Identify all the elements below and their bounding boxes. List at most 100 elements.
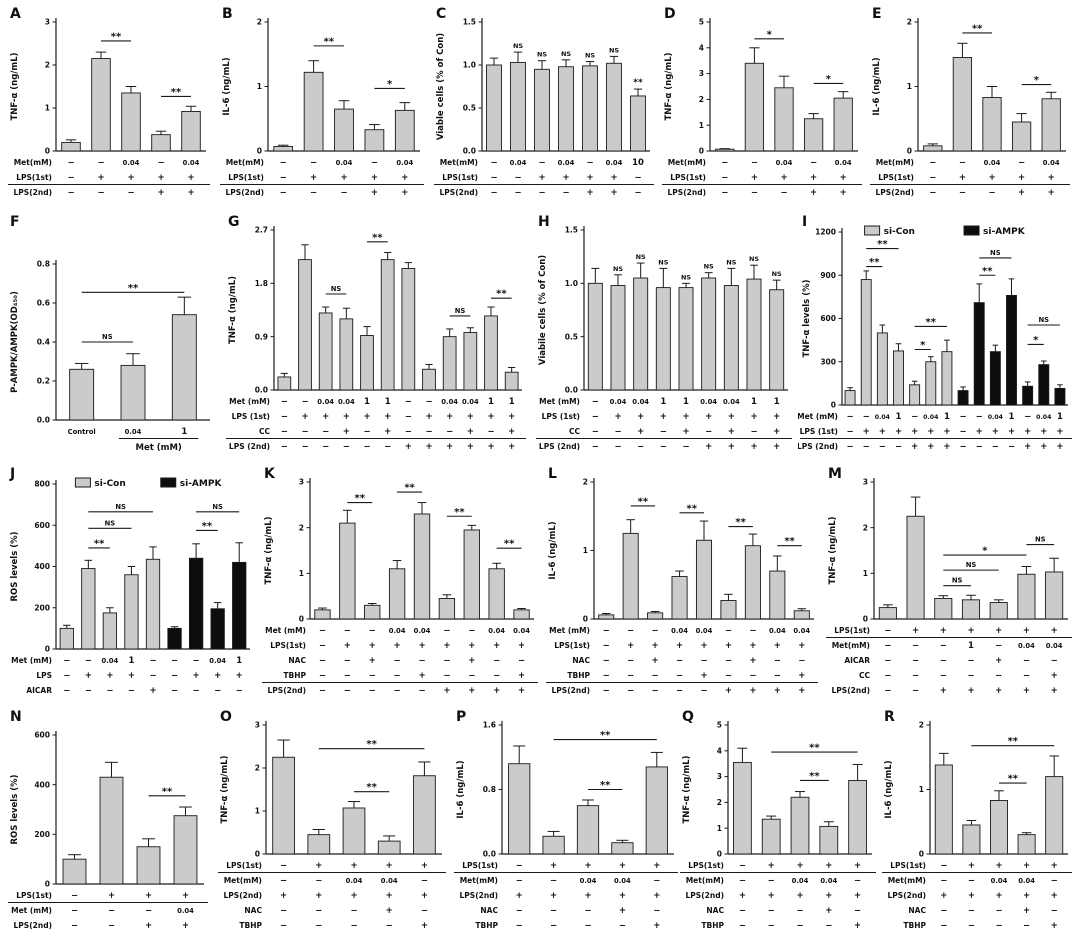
row-value: − [421,906,428,916]
panel-letter: Q [682,709,694,725]
bar [342,807,366,855]
row-value: + [1023,891,1030,901]
row-value: + [386,906,393,916]
row-value: − [67,188,74,198]
row-value: + [700,641,707,651]
row-value: − [863,442,870,452]
panel-E-chart: EIL-6 (ng/mL)012***Met(mM) − −0.04−0.04LPS… [870,6,1070,198]
row-value: − [490,173,497,183]
sig-label: ** [972,23,983,34]
row-value: + [1008,427,1015,437]
row-value: + [1056,427,1063,437]
row-value: − [634,173,641,183]
row-value: + [705,442,712,452]
row-value: − [929,188,936,198]
row-value: + [550,891,557,901]
row-label: Met(mM) [888,876,926,885]
row-value: − [171,671,178,681]
bar [314,609,331,620]
bar [339,522,356,620]
panel-letter: D [664,6,676,22]
row-value: + [405,442,412,452]
row-value: − [108,921,115,931]
row-value: − [603,671,610,681]
row-value: − [315,921,322,931]
row-value: + [1051,891,1058,901]
panel-F-chart: F P-AMPK/AMPK(OD₄₅₀) 0.0 0.2 0.4 0.6 0.8 NS ** Co… [10,214,210,453]
row-value: 0.04 [792,877,809,885]
row-value: + [1051,671,1058,681]
row-value: + [369,656,376,666]
row-value: − [550,906,557,916]
row-value: + [562,173,569,183]
y-axis-label: TNF-α (ng/mL) [682,755,692,823]
bar [486,64,502,152]
row-value: 1 [1009,412,1015,422]
row-value: − [912,656,919,666]
row-value: − [418,656,425,666]
row-value: − [929,158,936,168]
row-value: − [627,626,634,636]
row-value: − [363,427,370,437]
row-value: − [281,427,288,437]
panel-letter: A [10,6,21,22]
row-value: + [149,686,156,696]
row-value: + [468,686,475,696]
bar [582,65,598,152]
row-value: 0.04 [984,159,1001,167]
row-value: 0.04 [875,414,891,421]
row-label: LPS (2nd) [798,442,838,451]
row-label: LPS(1st) [228,173,264,182]
sig-label: NS [1035,536,1046,544]
row-value: − [386,921,393,931]
bar [303,71,324,152]
panel-letter: O [220,709,232,725]
panel-R-chart: R IL-6 (ng/mL) 0 1 2 ** ** LPS(1st) − + + + + Met(mM)… [882,709,1072,931]
y-tick-label: 1 [299,569,304,578]
row-value: + [798,641,805,651]
y-tick-label: 0.9 [255,332,268,341]
sig-label: ** [454,507,465,518]
bar [1041,98,1061,152]
row-value: − [912,641,919,651]
row-value: + [85,671,92,681]
row-value: − [721,188,728,198]
row-value: − [634,188,641,198]
row-value: − [721,173,728,183]
row-value: − [768,921,775,931]
row-value: − [280,188,287,198]
row-value: − [384,442,391,452]
row-value: − [1023,656,1030,666]
bar [610,285,626,391]
row-value: + [310,173,317,183]
row-label: CC [569,427,581,436]
y-axis-label: Viable cells (% of Con) [436,33,446,140]
row-value: + [995,891,1002,901]
y-tick-label: 0.5 [565,332,578,341]
y-tick-label: 2 [299,523,304,532]
bar-annotation: NS [513,42,523,50]
bar [173,815,198,885]
row-label: LPS(2nd) [14,921,52,930]
row-value: − [884,686,891,696]
bar [277,376,292,391]
row-value: + [943,442,950,452]
row-value: − [85,656,92,666]
row-value: + [995,626,1002,636]
row-value: − [847,442,854,452]
row-value: + [682,412,689,422]
y-tick-label: 0 [299,615,304,624]
row-value: + [363,412,370,422]
row-value: + [1040,427,1047,437]
y-axis-label: TNF-α (ng/mL) [220,755,230,823]
row-value: − [603,686,610,696]
row-value: + [418,671,425,681]
legend-swatch [963,225,980,236]
row-value: 0.04 [123,159,140,167]
row-value: + [854,861,861,871]
row-value: + [187,188,194,198]
row-value: − [340,188,347,198]
row-value: 0.04 [632,398,649,406]
row-value: 0.04 [389,627,406,635]
panel-K-chart: K TNF-α (ng/mL) 0 1 2 3 ** ** ** ** Met (mM) − − − 0.0… [262,466,538,696]
